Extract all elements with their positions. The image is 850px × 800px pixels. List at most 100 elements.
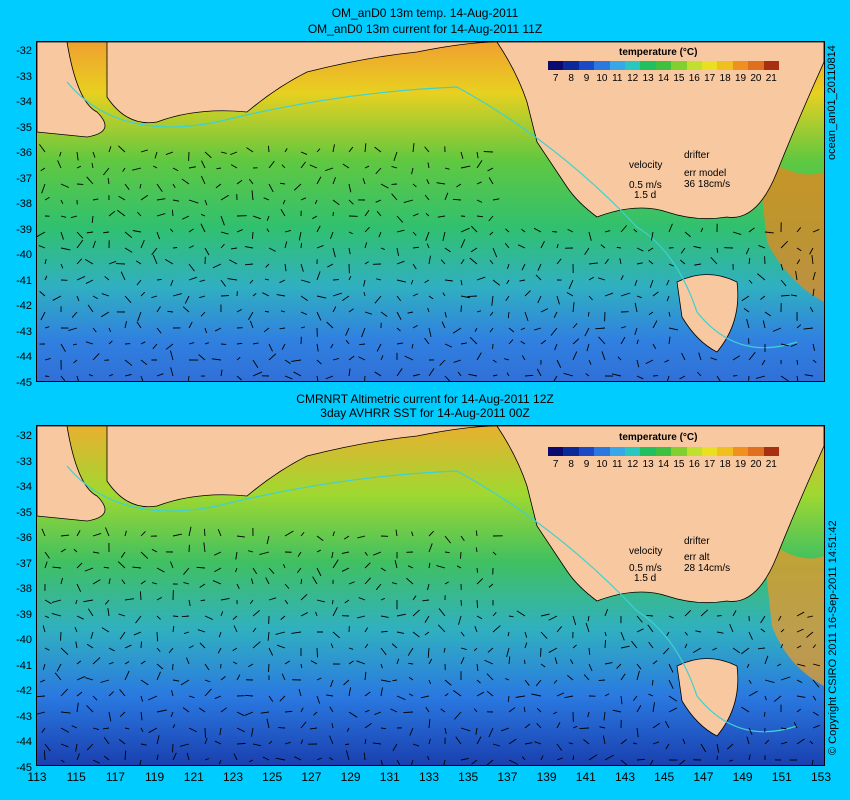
current-arrow — [812, 711, 819, 716]
current-arrow — [156, 631, 159, 642]
x-tick-label: 127 — [301, 770, 322, 784]
current-arrow — [300, 663, 303, 669]
current-arrow — [633, 695, 638, 701]
current-arrow — [132, 566, 142, 569]
current-arrow — [428, 562, 431, 569]
current-arrow — [86, 176, 94, 185]
current-arrow — [309, 164, 318, 169]
bottom-drifter-label: drifter — [684, 536, 710, 547]
current-arrow — [140, 711, 143, 721]
current-arrow — [436, 565, 446, 569]
scale-swatch — [655, 447, 672, 456]
current-arrow — [556, 243, 559, 249]
y-tick-label: -42 — [16, 300, 32, 312]
current-arrow — [279, 327, 286, 330]
current-arrow — [460, 151, 464, 159]
current-arrow — [428, 530, 434, 537]
current-arrow — [83, 599, 94, 603]
current-arrow — [76, 258, 83, 265]
current-arrow — [188, 321, 193, 329]
y-tick-label: -35 — [16, 506, 32, 519]
current-arrow — [476, 615, 483, 620]
current-arrow — [508, 759, 519, 765]
current-arrow — [330, 231, 334, 239]
scale-swatch — [717, 447, 733, 456]
current-arrow — [293, 371, 302, 377]
current-arrow — [668, 695, 678, 702]
current-arrow — [584, 327, 590, 337]
current-arrow — [332, 177, 336, 185]
tasmania-land — [676, 658, 739, 737]
current-arrow — [51, 599, 62, 603]
current-arrow — [636, 375, 644, 380]
current-arrow — [710, 357, 718, 361]
current-arrow — [300, 295, 308, 302]
current-arrow — [156, 647, 161, 652]
current-arrow — [476, 663, 479, 672]
current-arrow — [329, 735, 334, 745]
current-arrow — [233, 625, 238, 633]
current-arrow — [140, 291, 146, 297]
current-arrow — [487, 167, 494, 172]
current-arrow — [380, 311, 388, 317]
current-arrow — [572, 323, 578, 329]
y-tick-label: -35 — [16, 121, 32, 134]
current-arrow — [488, 583, 494, 588]
current-arrow — [515, 695, 526, 698]
current-arrow — [60, 577, 64, 585]
current-arrow — [780, 279, 787, 287]
current-arrow — [507, 311, 510, 319]
scale-tick-label: 17 — [704, 73, 716, 84]
current-arrow — [92, 353, 100, 361]
current-arrow — [300, 151, 308, 155]
current-arrow — [364, 375, 366, 381]
current-arrow — [294, 756, 302, 761]
current-arrow — [284, 359, 291, 365]
current-arrow — [103, 737, 110, 745]
current-arrow — [732, 355, 740, 361]
current-arrow — [474, 327, 478, 332]
current-arrow — [364, 242, 368, 249]
current-arrow — [312, 576, 318, 585]
current-arrow — [564, 695, 574, 699]
scale-swatch — [686, 61, 702, 70]
current-arrow — [316, 549, 321, 553]
scale-swatch — [640, 447, 656, 456]
current-arrow — [796, 663, 806, 667]
current-arrow — [812, 644, 817, 649]
current-arrow — [489, 311, 494, 317]
current-arrow — [620, 292, 631, 297]
current-arrow — [342, 163, 350, 169]
current-arrow — [403, 199, 414, 203]
current-arrow — [601, 351, 606, 361]
current-arrow — [235, 567, 238, 573]
y-tick-label: -33 — [16, 455, 32, 468]
current-arrow — [649, 279, 654, 288]
current-arrow — [396, 311, 402, 320]
current-arrow — [316, 677, 322, 681]
current-arrow — [156, 279, 162, 281]
current-arrow — [407, 565, 414, 569]
current-arrow — [716, 375, 721, 381]
current-arrow — [236, 535, 246, 538]
y-tick-label: -44 — [16, 736, 32, 748]
current-arrow — [651, 679, 654, 686]
current-arrow — [716, 631, 724, 634]
current-arrow — [780, 727, 787, 730]
bottom-map-panel — [36, 425, 825, 766]
current-arrow — [151, 247, 158, 256]
current-arrow — [668, 263, 674, 267]
current-arrow — [454, 711, 462, 720]
current-arrow — [636, 663, 642, 670]
current-arrow — [268, 183, 274, 193]
current-arrow — [252, 359, 259, 369]
current-arrow — [235, 551, 238, 560]
current-arrow — [267, 145, 270, 153]
current-arrow — [666, 631, 670, 637]
current-arrow — [220, 707, 228, 713]
current-arrow — [284, 148, 288, 153]
scale-tick-label: 16 — [688, 73, 700, 84]
y-tick-label: -36 — [16, 147, 32, 159]
current-arrow — [424, 279, 430, 284]
current-arrow — [44, 743, 51, 752]
